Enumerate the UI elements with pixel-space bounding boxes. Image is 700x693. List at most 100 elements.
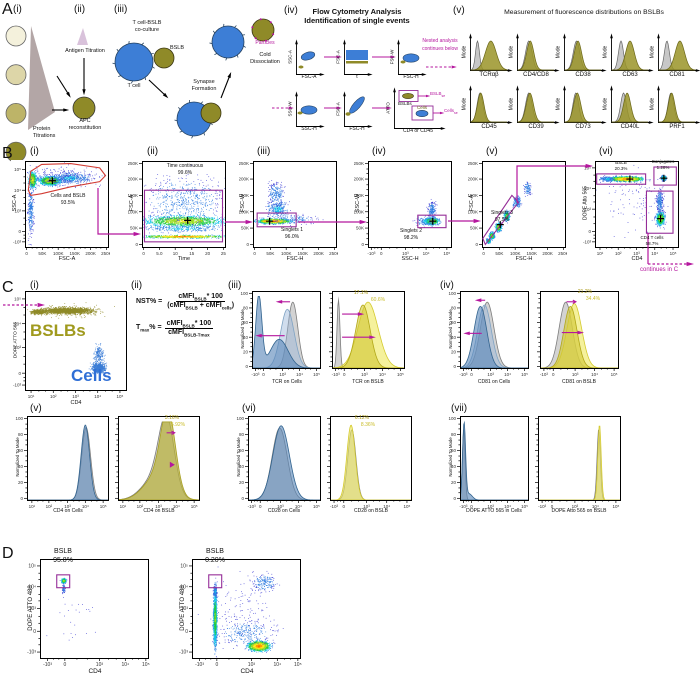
hist-tcr-on-bslb [327,290,406,379]
mini-ylabel-fsca: FSC-A [335,50,341,64]
coculture-label-2: co-culture [134,27,160,33]
chart-canvas [581,160,680,258]
pct-cd81-bslb-2: 34.4% [585,296,601,302]
gate-singlets2-pct: 98.2% [403,235,419,241]
mini-xlabel-ssch: SSC-H [301,126,317,132]
panel-b-i-roman: (i) [30,146,39,157]
scatter-dope488-cd4-bslb-high [26,558,150,669]
pct-cd28-bslb-2: 8.36% [360,422,376,428]
hist-cd28-on-bslb [325,415,413,511]
marker-cd40l: CD40L [620,124,640,130]
pct-tcr-bslb-2: 60.6% [370,297,386,303]
chart-canvas [113,415,201,511]
marker-cd39: CD39 [528,124,544,130]
b-iii-xlabel: FSC-H [286,256,304,262]
bslb-label: BSLB [169,45,185,51]
b-iv-ylabel: SSC-W [355,193,362,213]
d-1-xlabel: CD4 [88,668,102,675]
gate-bslb-pct: 20.3% [614,166,628,171]
hist-cd81-on-bslb [535,290,620,379]
chart-canvas [234,415,322,511]
pct-cd4-bslb-2: 5.92% [170,422,186,428]
flow-plot-b-iv [354,160,453,258]
gate-time-continuous-label: Time continuous [166,163,204,169]
marker-tcrab: TCRαβ [479,72,499,78]
nested-analysis-note-1: Nested analysis [422,38,458,44]
nested-analysis-note-2: continues below [422,46,458,52]
mode-ylabel: Mode [602,97,609,111]
hist-xlabel-cd28-bslb: CD28 on BSLB [354,508,388,514]
apc-reconstitution-label-1: APC [79,118,91,124]
d-2-ylabel: DOPE ATTO 488 [179,585,186,631]
panel-d-label: D [2,545,14,562]
tmax-equation-row: Tmax% = cMFIBSLB* 100 cMFIBSLB-Tmax [136,319,214,338]
panel-b-ii-roman: (ii) [147,146,159,157]
hist-ylabel-norm-mode: Normalized To Mode [14,437,20,477]
b-ii-xlabel: Time [177,256,191,262]
panel-b-vi-roman: (vi) [599,146,613,157]
flow-analysis-title-line2: Identification of single events [304,16,410,25]
panel-c-label: C [2,279,14,296]
d-1-gate-bslb-label: BSLB [54,548,72,555]
gate-bslb-label: BSLB [615,160,627,165]
mode-ylabel: Mode [508,97,515,111]
d-1-gate-bslb-pct: 95.8% [53,557,73,564]
panel-a-label: A [2,1,13,18]
hist-cd28-on-cells [234,415,322,511]
synapse-label-1: Synapse [193,79,215,85]
chart-canvas [239,160,338,258]
pct-tcr-bslb-1: 17.1% [353,290,369,296]
mode-ylabel: Mode [649,97,656,111]
apc-reconstitution-label-2: reconstitution [68,125,102,131]
chart-canvas [354,160,453,258]
d-2-xlabel: CD4 [240,668,254,675]
panel-a-ii-roman: (ii) [74,4,86,15]
tcell-label: T cell [127,83,141,89]
panel-a-v-roman: (v) [453,5,465,16]
panel-c-vii-roman: (vii) [451,403,468,414]
chart-canvas [238,290,322,379]
protein-titrations-label-2: Titrations [33,133,56,139]
cold-dissociation-label-1: Cold [259,52,271,58]
pct-cd4-bslb-1: 3.16% [164,415,180,421]
cells-population-label: Cells [71,366,112,385]
d-2-gate-bslb-pct: 0.20% [205,557,225,564]
chart-canvas [535,290,620,379]
marker-cd38: CD38 [575,72,591,78]
pct-cd28-bslb-1: 6.12% [354,415,370,421]
b-vi-xlabel: CD4 [631,256,643,262]
panel-b-iii-roman: (iii) [257,146,271,157]
panel-c-vi-roman: (vi) [242,403,256,414]
panel-c-ii-roman: (ii) [131,280,143,291]
mini-gate-bslbs-label: BSLBs [398,101,412,106]
panel-a-diagram-canvas [0,0,700,180]
gate-singlets1-pct: 96.0% [284,234,300,240]
protein-titrations-label-1: Protein [33,126,51,132]
cold-dissociation-label-2: Dissociation [250,59,280,65]
antigen-titration-label: Antigen Titration [65,48,105,54]
gate-conjugates-pct: 1.28% [656,165,670,170]
chart-canvas [13,415,110,511]
gate-cells-and-bslb-label: Cells and BSLB [50,193,86,199]
panel-b-label: B [2,145,13,162]
gate-singlets1-label: Singlets 1 [281,227,303,233]
c-i-ylabel: DOPE ATTO 565 [13,321,19,359]
mode-ylabel: Mode [461,97,468,111]
hist-cd81-on-cells [446,290,530,379]
hist-xlabel-cd28-cells: CD28 on Cells [267,508,301,514]
panel-c-iv-roman: (iv) [440,280,454,291]
chart-canvas [325,415,413,511]
hist-xlabel-cd4-bslb: CD4 on BSLB [143,508,175,514]
mini-xlabel-fsch2: FSC-H [349,126,365,132]
fluorescence-title: Measurement of fluorescence distribution… [504,9,664,16]
hist-xlabel-cd81-cells: CD81 on Cells [477,379,511,385]
hist-cd4-on-cells [13,415,110,511]
b-iv-xlabel: SSC-H [401,256,419,262]
mini-ylabel-fscw: FSC-W [389,49,395,65]
particles-label: Particles [255,40,275,46]
panel-b-iv-roman: (iv) [372,146,386,157]
chart-canvas [26,558,150,669]
b-iii-ylabel: FSC-W [240,193,247,213]
flow-analysis-title-line1: Flow Cytometry Analysis [312,7,402,16]
